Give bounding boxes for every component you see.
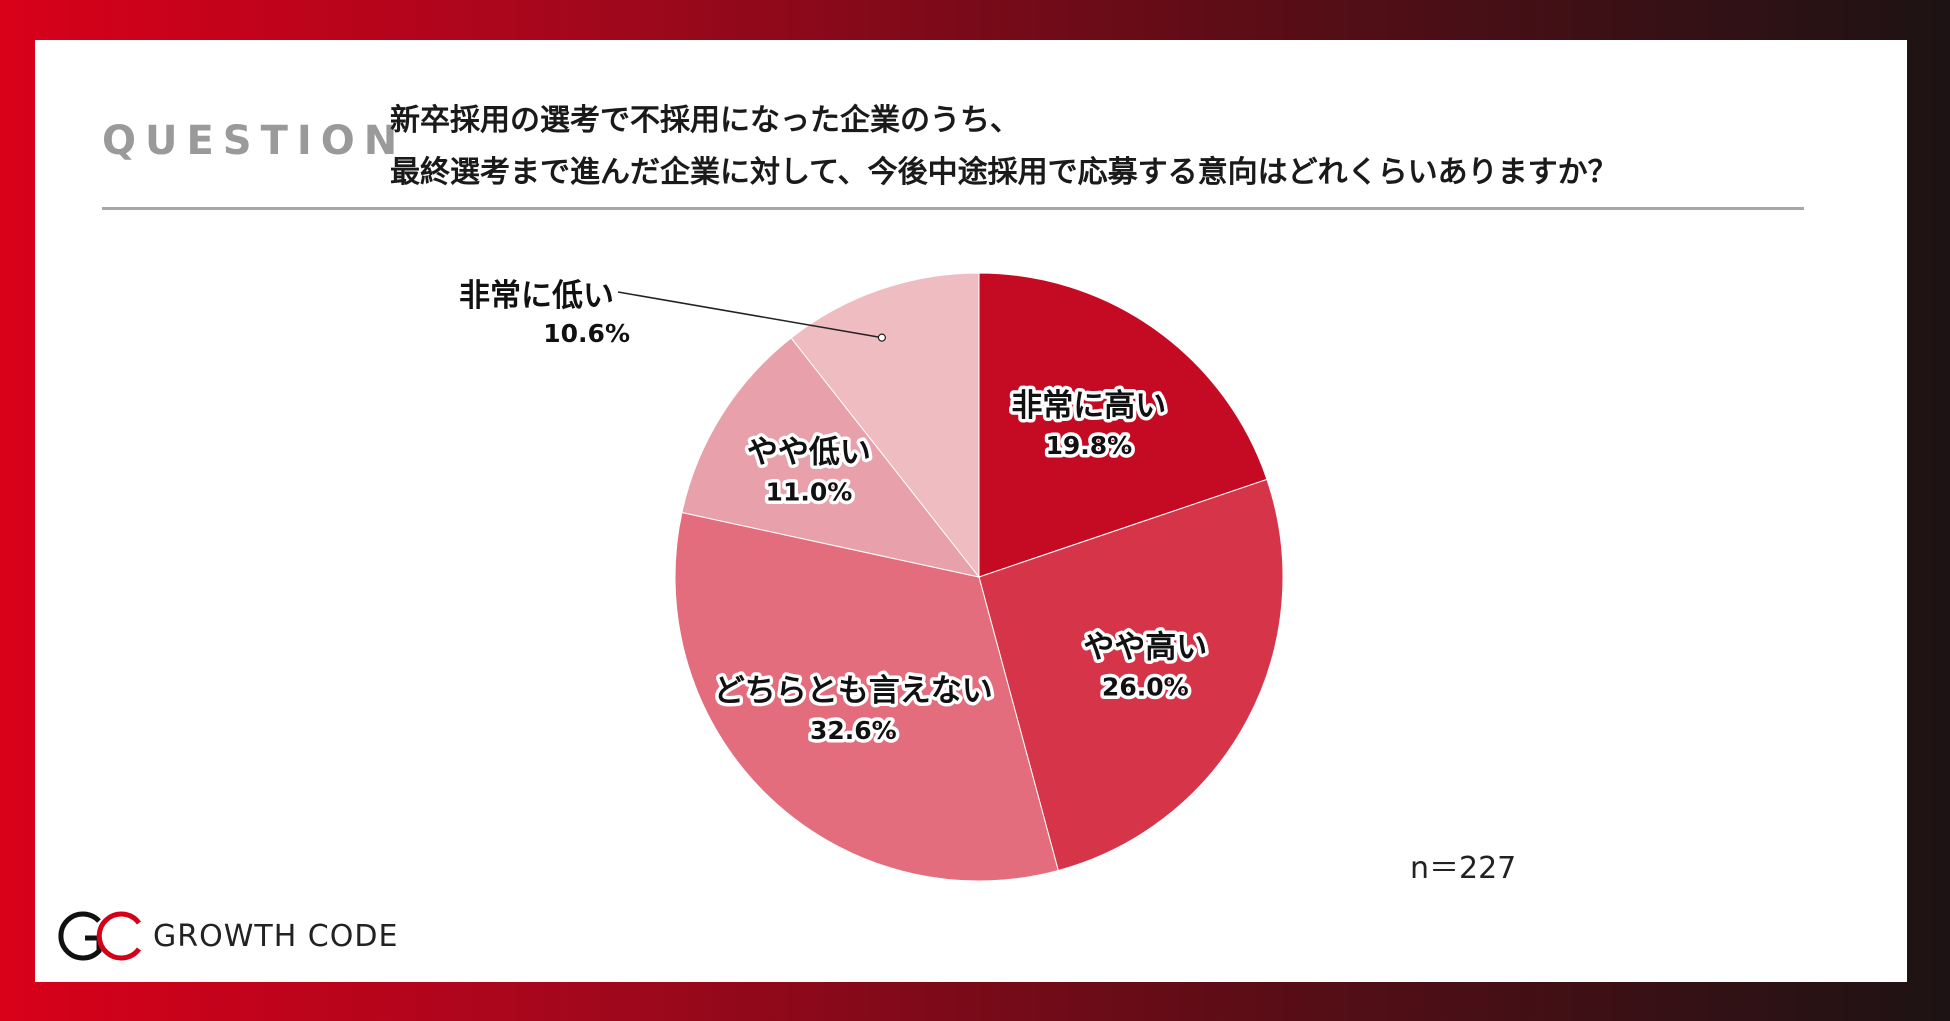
sample-size-label: n＝227 [1410, 851, 1517, 886]
logo-text: GROWTH CODE [153, 919, 399, 954]
question-text: 新卒採用の選考で不採用になった企業のうち、 最終選考まで進んだ企業に対して、今後… [390, 95, 1870, 199]
pie-slice-1 [978, 478, 1284, 872]
callout-anchor-dot [877, 333, 887, 342]
pie-slice-3 [681, 337, 981, 578]
slice-label-1: やや高い [1083, 630, 1207, 666]
slice-value-4: 10.6% [543, 319, 630, 348]
question-divider [102, 207, 1804, 210]
question-label: QUESTION [102, 118, 407, 164]
pie-slice-0 [978, 272, 1268, 578]
slice-label-4: 非常に低い [459, 278, 614, 314]
slice-value-1: 26.0% [1102, 673, 1189, 702]
slice-label-3: やや低い [747, 435, 871, 471]
slice-value-3: 11.0% [766, 478, 853, 507]
slice-value-2: 32.6% [810, 716, 897, 745]
question-line-2: 最終選考まで進んだ企業に対して、今後中途採用で応募する意向はどれくらいありますか… [390, 155, 1618, 190]
slice-value-0: 19.8% [1045, 431, 1132, 460]
pie-slice-4 [790, 272, 980, 579]
question-line-1: 新卒採用の選考で不採用になった企業のうち、 [390, 103, 1020, 138]
slice-label-2: どちらとも言えない [714, 673, 993, 709]
slice-label-0: 非常に高い [1011, 388, 1166, 424]
gc-logo-icon [58, 911, 142, 961]
callout-leader-line [617, 291, 883, 339]
pie-slice-2 [674, 511, 1059, 882]
